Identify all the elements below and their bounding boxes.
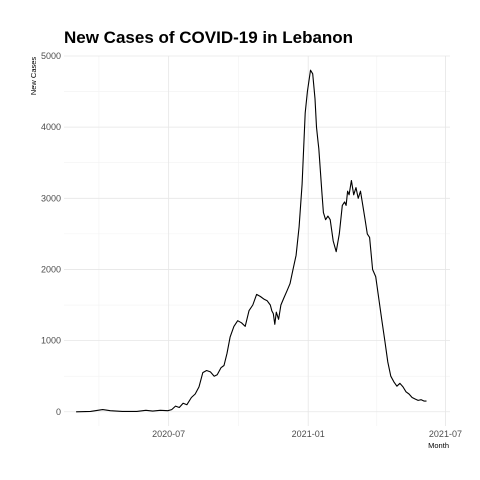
y-axis-label: New Cases: [29, 57, 38, 96]
y-tick-label: 0: [56, 407, 61, 417]
series-layer: [76, 69, 427, 413]
grid: [64, 55, 450, 426]
x-tick-labels: 2020-07 2021-01 2021-07: [152, 429, 462, 439]
x-tick-label: 2020-07: [152, 429, 185, 439]
y-tick-labels: 0 1000 2000 3000 4000 5000: [41, 51, 61, 417]
y-tick-label: 2000: [41, 264, 61, 274]
x-tick-label: 2021-01: [292, 429, 325, 439]
y-tick-label: 3000: [41, 193, 61, 203]
y-tick-label: 1000: [41, 336, 61, 346]
y-tick-label: 4000: [41, 122, 61, 132]
chart-title: New Cases of COVID-19 in Lebanon: [64, 28, 353, 47]
x-axis-label: Month: [428, 441, 449, 450]
series-line: [76, 69, 427, 413]
x-tick-label: 2021-07: [429, 429, 462, 439]
y-tick-label: 5000: [41, 51, 61, 61]
